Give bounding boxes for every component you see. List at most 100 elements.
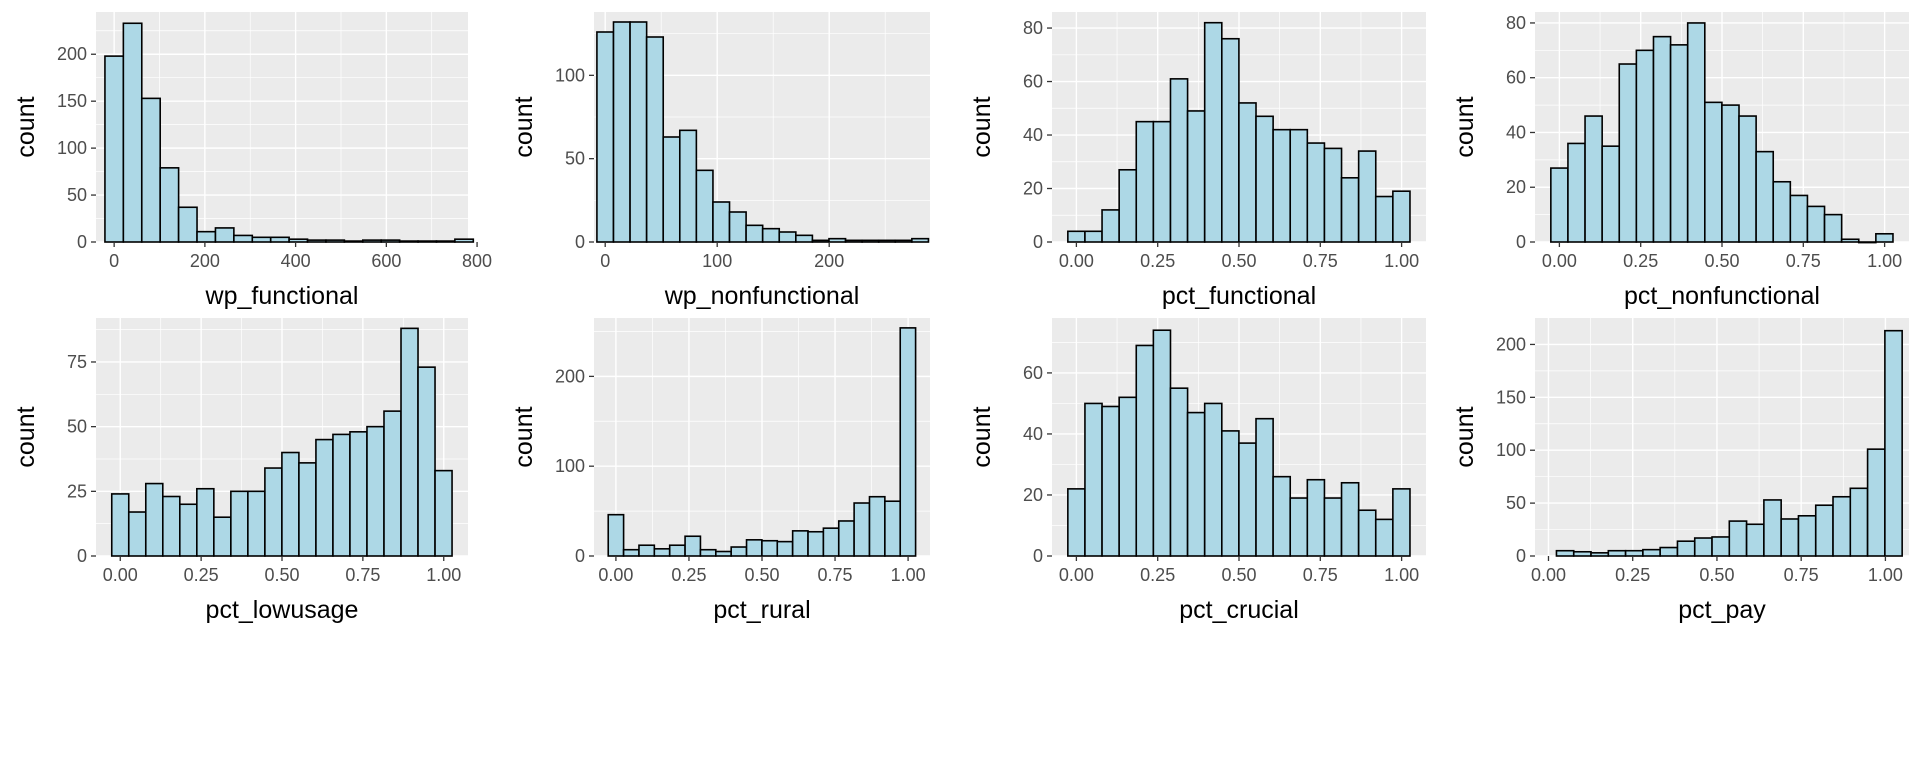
x-axis-title: pct_lowusage [206, 596, 359, 624]
histogram-panel-7: 0.00 0.25 0.50 0.75 1.00 0 20 40 60 pct_crucial co… [968, 318, 1426, 624]
histogram-bar [213, 516, 232, 557]
histogram-bar [1745, 523, 1765, 557]
histogram-bar [1135, 344, 1155, 557]
histogram-bar [251, 236, 272, 243]
x-tick-label: 200 [814, 251, 844, 271]
histogram-bar [745, 224, 764, 243]
histogram-bar [325, 239, 346, 243]
histogram-bar [596, 31, 615, 243]
y-tick-label: 25 [67, 481, 87, 501]
x-tick-label: 0.75 [1784, 565, 1819, 585]
y-tick-label: 50 [67, 185, 87, 205]
histogram-bar [233, 234, 254, 243]
histogram-bar [1555, 549, 1575, 557]
x-tick-label: 0.75 [818, 565, 853, 585]
y-tick-label: 0 [1033, 546, 1043, 566]
histogram-bar [1704, 101, 1723, 243]
y-tick-label: 0 [1033, 232, 1043, 252]
histogram-bar [1584, 115, 1603, 243]
histogram-bar [622, 548, 640, 557]
histogram-bar [776, 540, 794, 557]
histogram-bar [417, 240, 438, 243]
y-tick-label: 80 [1023, 18, 1043, 38]
histogram-bar [196, 487, 215, 557]
histogram-bar [1590, 552, 1610, 557]
histogram-bar [1101, 405, 1120, 557]
y-tick-label: 100 [57, 138, 87, 158]
x-axis-title: wp_nonfunctional [664, 282, 860, 310]
histogram-bar [877, 239, 897, 243]
x-tick-label: 1.00 [1384, 565, 1419, 585]
histogram-bar [1272, 475, 1292, 557]
y-axis-title: count [968, 96, 996, 157]
x-tick-label: 1.00 [426, 565, 461, 585]
histogram-bar [264, 467, 283, 557]
histogram-bar [281, 451, 300, 557]
histogram-bar [1635, 49, 1655, 243]
y-axis-title: count [12, 96, 40, 157]
histogram-bar [1101, 209, 1120, 243]
histogram-bar [1323, 147, 1343, 243]
histogram-bar [684, 535, 702, 557]
histogram-bar [1323, 497, 1343, 557]
histogram-bar [1340, 481, 1360, 557]
histogram-bar [678, 129, 698, 243]
histogram-bar [1857, 241, 1877, 244]
histogram-bar [745, 539, 763, 557]
x-tick-label: 0.00 [1059, 565, 1094, 585]
y-tick-label: 150 [1496, 387, 1526, 407]
y-tick-label: 20 [1023, 485, 1043, 505]
histogram-bar [1607, 549, 1627, 557]
histogram-bar [332, 433, 351, 557]
histogram-bar [1624, 549, 1644, 557]
histogram-panel-5: 0.00 0.25 0.50 0.75 1.00 0 25 50 75 pct_lowusage c… [12, 318, 468, 624]
histogram-bar [1374, 195, 1394, 243]
y-tick-label: 60 [1506, 68, 1526, 88]
y-tick-label: 40 [1506, 122, 1526, 142]
y-tick-label: 50 [1506, 493, 1526, 513]
x-tick-label: 0.50 [264, 565, 299, 585]
x-tick-label: 200 [190, 251, 220, 271]
histogram-bar [1067, 488, 1086, 557]
x-tick-label: 0.75 [1786, 251, 1821, 271]
histogram-bar [349, 431, 368, 557]
x-tick-label: 0.75 [1303, 251, 1338, 271]
histogram-bar [104, 55, 125, 243]
y-tick-label: 0 [77, 546, 87, 566]
histogram-bar [1255, 115, 1274, 243]
y-axis-title: count [968, 406, 996, 467]
histogram-bar [1289, 128, 1309, 243]
histogram-bar [899, 327, 917, 557]
x-tick-label: 0.00 [103, 565, 138, 585]
histogram-bar [861, 239, 880, 243]
x-tick-label: 400 [281, 251, 311, 271]
histogram-bar [1238, 102, 1257, 243]
histogram-panel-2: 0 100 200 0 50 100 wp_nonfunctional count [510, 12, 930, 310]
histogram-bar [761, 539, 779, 557]
x-tick-label: 0.50 [1221, 251, 1256, 271]
x-axis-title: pct_nonfunctional [1624, 282, 1820, 310]
x-tick-label: 0.25 [1615, 565, 1650, 585]
x-tick-label: 0.25 [1140, 565, 1175, 585]
histogram-bar [1255, 417, 1274, 557]
x-tick-label: 0 [600, 251, 610, 271]
histogram-bar [179, 503, 198, 557]
histogram-bar [638, 544, 656, 557]
histogram-bar [361, 239, 383, 243]
histogram-bar [1289, 497, 1309, 557]
histogram-bar [1221, 37, 1240, 243]
histogram-bar [795, 234, 814, 243]
histogram-bar [435, 240, 456, 243]
histogram-bar [1797, 514, 1817, 557]
x-axis-title: pct_functional [1162, 282, 1316, 310]
x-tick-label: 0.25 [1140, 251, 1175, 271]
histogram-bar [1840, 238, 1860, 243]
histogram-bar [1374, 518, 1394, 557]
histogram-bar [1659, 546, 1679, 557]
histogram-bar [306, 239, 327, 243]
histogram-bar [1118, 396, 1138, 557]
histogram-bar [1272, 128, 1292, 243]
x-axis-title: pct_pay [1678, 596, 1766, 624]
histogram-bar [1806, 205, 1826, 243]
x-tick-label: 1.00 [1384, 251, 1419, 271]
